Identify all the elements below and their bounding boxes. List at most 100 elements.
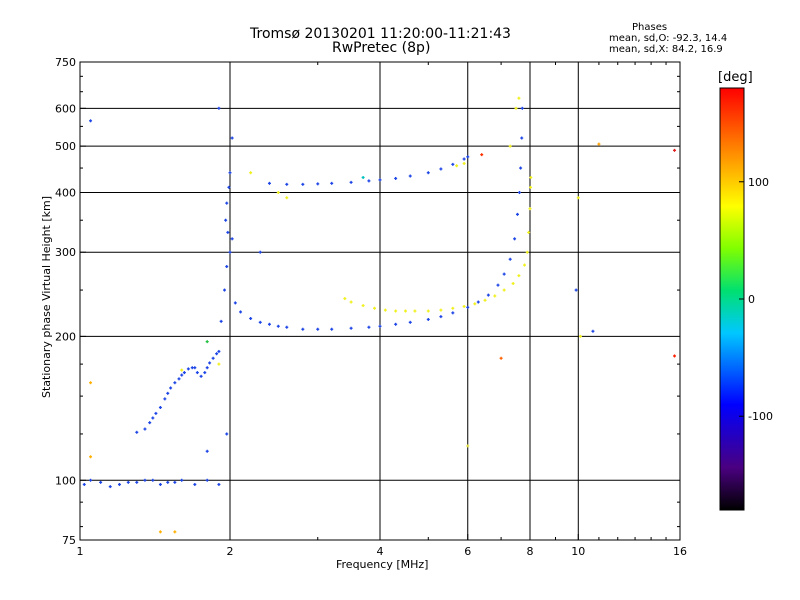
data-point xyxy=(394,309,398,313)
colorbar-tick-label: 0 xyxy=(748,293,755,306)
data-point xyxy=(367,325,371,329)
data-point xyxy=(394,176,398,180)
data-point xyxy=(285,182,289,186)
data-point xyxy=(378,178,382,182)
colorbar-tick-label: 100 xyxy=(748,176,769,189)
data-point xyxy=(228,171,232,175)
data-point xyxy=(316,327,320,331)
data-point xyxy=(285,196,289,200)
x-tick-label: 4 xyxy=(377,545,384,558)
data-point xyxy=(217,349,221,353)
data-point xyxy=(226,230,230,234)
data-point xyxy=(455,164,459,168)
data-point xyxy=(89,478,93,482)
data-point xyxy=(158,482,162,486)
data-point xyxy=(597,142,601,146)
data-point xyxy=(154,411,158,415)
data-point xyxy=(517,274,521,278)
y-tick-label: 500 xyxy=(55,140,76,153)
data-point xyxy=(151,416,155,420)
data-point xyxy=(525,250,529,254)
data-point xyxy=(439,167,443,171)
data-point xyxy=(673,354,677,358)
data-point xyxy=(230,136,234,140)
data-point xyxy=(520,136,524,140)
data-point xyxy=(330,327,334,331)
data-point xyxy=(143,478,147,482)
data-point xyxy=(378,324,382,328)
data-point xyxy=(493,294,497,298)
y-tick-label: 100 xyxy=(55,474,76,487)
phases-x-mode: mean, sd,X: 84.2, 16.9 xyxy=(609,44,723,55)
data-point xyxy=(173,381,177,385)
data-point xyxy=(249,171,253,175)
data-point xyxy=(215,352,219,356)
data-point xyxy=(193,482,197,486)
data-point xyxy=(394,322,398,326)
data-point xyxy=(576,196,580,200)
data-point xyxy=(574,288,578,292)
data-point xyxy=(383,308,387,312)
data-point xyxy=(451,311,455,315)
data-point xyxy=(413,309,417,313)
data-point xyxy=(517,96,521,100)
data-point xyxy=(199,374,203,378)
data-point xyxy=(225,201,229,205)
data-point xyxy=(514,106,518,110)
phase-colorbar: -100 0 100 xyxy=(719,87,773,511)
data-point xyxy=(403,309,407,313)
data-point xyxy=(451,162,455,166)
data-point xyxy=(195,371,199,375)
data-point xyxy=(217,106,221,110)
data-point xyxy=(193,366,197,370)
data-point xyxy=(499,356,503,360)
y-tick-label: 400 xyxy=(55,186,76,199)
data-point xyxy=(99,480,103,484)
data-point xyxy=(205,366,209,370)
grid-lines xyxy=(80,62,680,540)
data-point xyxy=(276,190,280,194)
y-tick-label: 200 xyxy=(55,330,76,343)
data-point xyxy=(408,320,412,324)
data-point xyxy=(591,329,595,333)
data-point xyxy=(473,302,477,306)
data-point xyxy=(158,530,162,534)
data-point xyxy=(258,250,262,254)
y-axis-label: Stationary phase Virtual Height [km] xyxy=(40,195,53,398)
data-point xyxy=(466,155,470,159)
data-point xyxy=(439,315,443,319)
data-point xyxy=(82,482,86,486)
data-point xyxy=(523,263,527,267)
data-point xyxy=(205,340,209,344)
data-point xyxy=(361,304,365,308)
data-point xyxy=(349,326,353,330)
data-point xyxy=(177,377,181,381)
data-point xyxy=(301,327,305,331)
x-tick-label: 10 xyxy=(571,545,585,558)
data-point xyxy=(466,305,470,309)
x-tick-label: 1 xyxy=(77,545,84,558)
data-point xyxy=(182,371,186,375)
data-point xyxy=(462,161,466,165)
x-tick-label: 8 xyxy=(527,545,534,558)
data-point xyxy=(519,166,523,170)
data-point xyxy=(349,300,353,304)
data-point xyxy=(169,386,173,390)
data-point xyxy=(578,334,582,338)
data-point xyxy=(527,230,531,234)
data-point xyxy=(502,272,506,276)
data-point xyxy=(513,237,517,241)
data-point xyxy=(426,171,430,175)
colorbar-tick-label: -100 xyxy=(748,410,773,423)
data-point xyxy=(224,218,228,222)
data-point xyxy=(89,381,93,385)
data-point xyxy=(233,301,237,305)
data-point xyxy=(89,119,93,123)
data-point xyxy=(673,148,677,152)
data-point xyxy=(462,157,466,161)
x-tick-label: 2 xyxy=(227,545,234,558)
data-point xyxy=(180,368,184,372)
data-point xyxy=(373,306,377,310)
data-point xyxy=(230,237,234,241)
